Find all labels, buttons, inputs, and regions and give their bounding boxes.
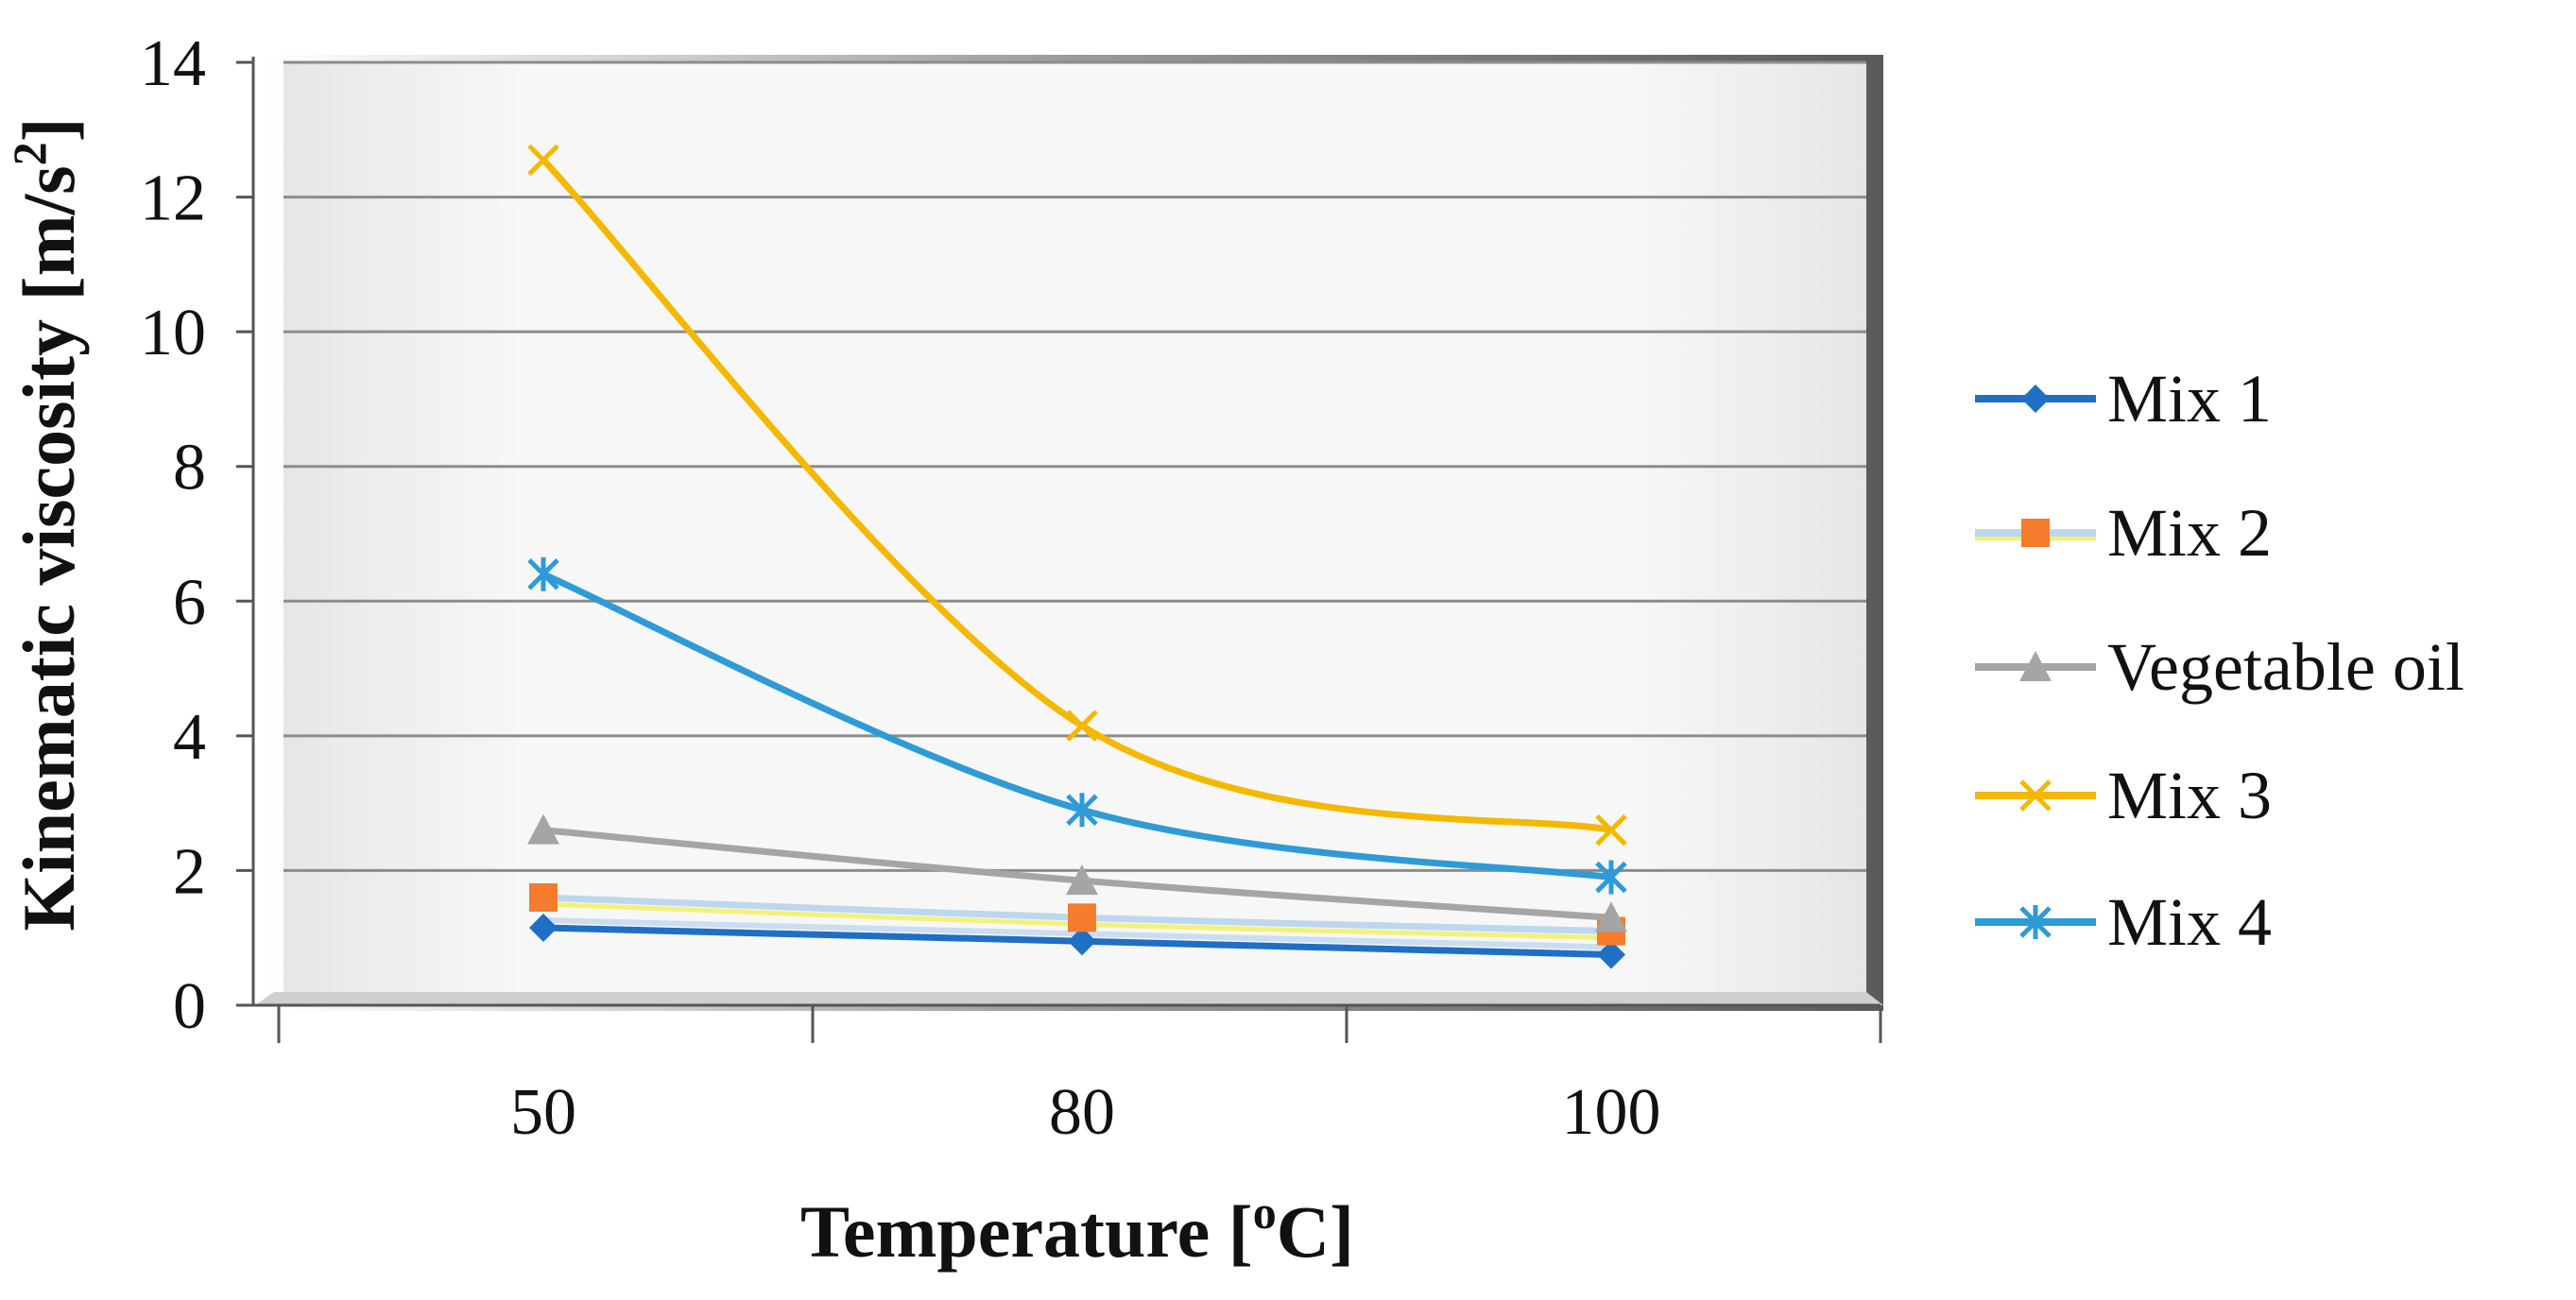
x-tick-label-80: 80 (1049, 1076, 1115, 1149)
series-line-mix-3 (541, 157, 1612, 834)
legend-swatch-marker (2019, 905, 2052, 939)
point-mix-3-50 (527, 144, 559, 177)
plot-area-floor (255, 992, 1883, 1005)
axes (236, 57, 1882, 1043)
legend-item-mix-2: Mix 2 (1975, 495, 2272, 571)
point-mix-1-50 (529, 914, 558, 943)
point-mix-4-50 (527, 556, 559, 591)
point-mix-2-80 (1068, 903, 1096, 932)
y-tick-label-14: 14 (140, 27, 206, 100)
legend-item-mix-3: Mix 3 (1975, 758, 2272, 833)
x-tick-label-100: 100 (1562, 1076, 1661, 1149)
point-mix-3-80 (1066, 710, 1098, 742)
point-mix-2-50 (529, 882, 558, 912)
y-tick-labels: 0 2 4 6 8 10 12 14 (140, 27, 206, 1043)
point-mix-1-100 (1597, 940, 1625, 969)
legend-label: Mix 2 (2107, 495, 2272, 571)
legend-swatch-marker (2019, 779, 2052, 812)
point-mix-1-80 (1068, 927, 1096, 956)
series-vegetable-oil (527, 813, 1627, 932)
point-mix-3-100 (1595, 813, 1627, 847)
point-mix-4-100 (1595, 860, 1627, 895)
point-vegetable-oil-100 (1595, 901, 1627, 932)
point-vegetable-oil-50 (527, 813, 559, 845)
x-axis-title: Temperature [oC] (800, 1186, 1354, 1273)
point-mix-4-80 (1066, 793, 1098, 828)
y-tick-label-0: 0 (173, 970, 206, 1043)
y-tick-label-6: 6 (173, 566, 206, 639)
x-tick-labels: 50 80 100 (510, 1076, 1661, 1149)
legend-label: Mix 1 (2107, 361, 2272, 436)
legend-swatch-marker (2019, 651, 2052, 681)
legend-label: Vegetable oil (2107, 629, 2464, 705)
legend-label: Mix 4 (2107, 884, 2272, 960)
legend-swatch-marker (2021, 385, 2050, 413)
series-mix-1 (529, 914, 1625, 969)
y-axis-title: Kinematic viscosity [m/s2] (3, 117, 90, 931)
y-tick-label-2: 2 (173, 835, 206, 908)
legend-swatch-marker (2021, 519, 2050, 547)
point-vegetable-oil-80 (1066, 864, 1098, 896)
y-tick-label-8: 8 (173, 432, 206, 505)
y-tick-label-4: 4 (173, 701, 206, 774)
legend-item-vegetable-oil: Vegetable oil (1975, 629, 2464, 705)
legend: Mix 1 Mix 2 Vegetable oil Mix 3 Mix 4 (1975, 361, 2464, 960)
series-mix-4 (527, 556, 1627, 895)
legend-item-mix-4: Mix 4 (1975, 884, 2272, 960)
y-tick-label-10: 10 (140, 297, 206, 369)
y-tick-label-12: 12 (140, 162, 206, 235)
legend-item-mix-1: Mix 1 (1975, 361, 2272, 436)
legend-label: Mix 3 (2107, 758, 2272, 833)
data-series (527, 144, 1627, 969)
x-tick-label-50: 50 (510, 1076, 576, 1149)
series-mix-3 (527, 144, 1627, 847)
plot-area (283, 62, 1866, 1001)
